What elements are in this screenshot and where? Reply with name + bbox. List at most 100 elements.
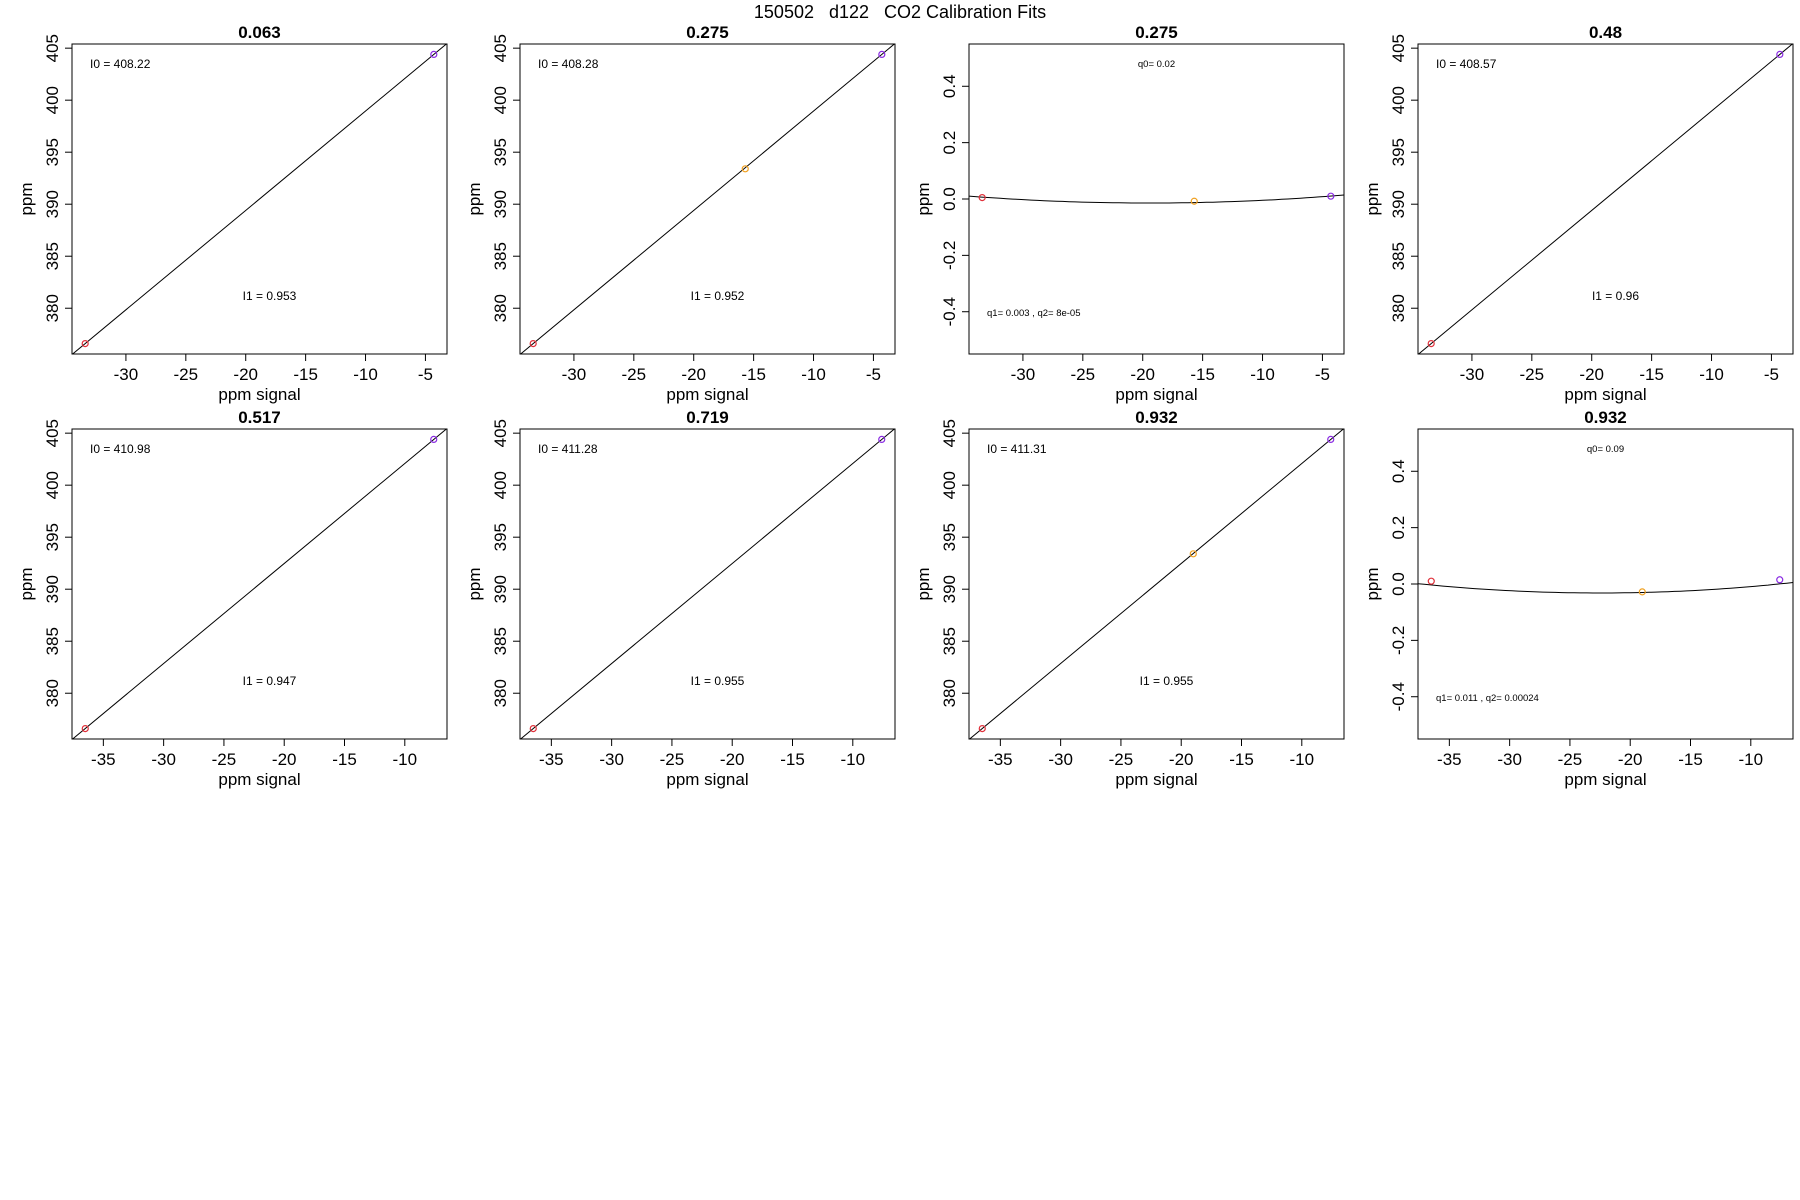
fit-curve <box>969 194 1344 204</box>
y-tick-label: 405 <box>43 419 62 447</box>
y-tick-label: 395 <box>940 523 959 551</box>
data-point <box>978 724 986 733</box>
annotation-slope: I1 = 0.953 <box>243 289 297 303</box>
data-point <box>1427 339 1435 348</box>
annotation-slope: I1 = 0.955 <box>691 674 745 688</box>
y-axis-label: ppm <box>465 182 484 215</box>
x-axis-label: ppm signal <box>1115 385 1197 404</box>
x-tick-label: -35 <box>988 750 1013 769</box>
y-tick-label: 405 <box>1389 34 1408 62</box>
y-tick-label: 400 <box>491 86 510 114</box>
annotation-intercept: I0 = 411.28 <box>538 442 598 456</box>
x-tick-label: -30 <box>1497 750 1522 769</box>
data-point <box>741 165 749 173</box>
chart-panel: 0.48 -30 -25 -20 -15 -10 -5 380 385 390 395 400 405 p… <box>1363 23 1794 404</box>
y-tick-label: -0.2 <box>1389 626 1408 655</box>
x-axis-label: ppm signal <box>666 385 748 404</box>
x-tick-label: -25 <box>1071 365 1096 384</box>
fit-line <box>72 429 447 739</box>
y-tick-label: 380 <box>43 294 62 322</box>
chart-title: 0.932 <box>1135 408 1178 427</box>
x-tick-label: -30 <box>1011 365 1036 384</box>
data-point <box>1189 550 1197 558</box>
data-point <box>430 50 438 59</box>
y-tick-label: 400 <box>940 471 959 499</box>
annotation-intercept: I0 = 411.31 <box>987 442 1047 456</box>
annotation-slope: I1 = 0.947 <box>243 674 297 688</box>
data-point <box>529 724 537 733</box>
data-point <box>81 724 89 733</box>
annotation-intercept: I0 = 408.57 <box>1436 57 1497 71</box>
x-tick-label: -10 <box>1739 750 1764 769</box>
y-tick-label: 390 <box>43 575 62 603</box>
chart-title: 0.719 <box>686 408 729 427</box>
y-tick-label: 0.4 <box>940 74 959 98</box>
plot-frame <box>71 43 448 355</box>
x-tick-label: -15 <box>741 365 766 384</box>
x-tick-label: -20 <box>272 750 297 769</box>
x-tick-label: -20 <box>233 365 258 384</box>
x-tick-label: -15 <box>1639 365 1664 384</box>
y-tick-label: 380 <box>43 679 62 707</box>
y-tick-label: 390 <box>940 575 959 603</box>
x-tick-label: -5 <box>1764 365 1779 384</box>
annotation-slope: I1 = 0.96 <box>1592 289 1639 303</box>
y-tick-label: 380 <box>491 294 510 322</box>
x-tick-label: -5 <box>418 365 433 384</box>
x-tick-label: -25 <box>174 365 199 384</box>
y-axis-label: ppm <box>465 567 484 600</box>
x-tick-label: -10 <box>801 365 826 384</box>
y-tick-label: 0.0 <box>1389 572 1408 596</box>
plot-frame <box>71 428 448 740</box>
fit-line <box>520 429 895 739</box>
x-tick-label: -15 <box>780 750 805 769</box>
y-tick-label: 400 <box>43 86 62 114</box>
data-point <box>1638 588 1646 596</box>
x-tick-label: -10 <box>841 750 866 769</box>
fit-line <box>969 429 1344 739</box>
chart-title: 0.275 <box>1135 23 1178 42</box>
y-tick-label: 0.4 <box>1389 459 1408 483</box>
y-tick-label: 380 <box>940 679 959 707</box>
chart-panel: 0.932 -35 -30 -25 -20 -15 -10 380 385 390 395 400 40… <box>914 408 1345 789</box>
y-tick-label: -0.4 <box>1389 682 1408 711</box>
x-axis-label: ppm signal <box>1115 770 1197 789</box>
annotation-q1-q2: q1= 0.011 , q2= 0.00024 <box>1436 693 1539 704</box>
y-tick-label: 385 <box>940 627 959 655</box>
x-axis-label: ppm signal <box>666 770 748 789</box>
y-tick-label: 385 <box>491 627 510 655</box>
x-tick-label: -5 <box>1315 365 1330 384</box>
data-point <box>81 339 89 348</box>
x-tick-label: -20 <box>1579 365 1604 384</box>
x-tick-label: -15 <box>1678 750 1703 769</box>
y-axis-label: ppm <box>1363 182 1382 215</box>
y-axis-label: ppm <box>17 182 36 215</box>
plot-frame <box>968 428 1345 740</box>
y-tick-label: -0.4 <box>940 297 959 326</box>
x-tick-label: -20 <box>1618 750 1643 769</box>
annotation-intercept: I0 = 408.28 <box>538 57 599 71</box>
y-tick-label: -0.2 <box>940 241 959 270</box>
chart-panel: 0.275 -30 -25 -20 -15 -10 -5 -0.4 -0.2 0.0 0.2 0.4 p… <box>914 23 1345 404</box>
x-tick-label: -30 <box>1048 750 1073 769</box>
fit-line <box>72 44 447 354</box>
y-axis-label: ppm <box>914 182 933 215</box>
chart-title: 0.275 <box>686 23 729 42</box>
data-point <box>1327 435 1335 444</box>
x-tick-label: -10 <box>1290 750 1315 769</box>
x-tick-label: -20 <box>1130 365 1155 384</box>
x-tick-label: -25 <box>660 750 685 769</box>
y-axis-label: ppm <box>1363 567 1382 600</box>
x-tick-label: -10 <box>1250 365 1275 384</box>
y-tick-label: 395 <box>43 138 62 166</box>
annotation-intercept: I0 = 408.22 <box>90 57 151 71</box>
x-tick-label: -15 <box>332 750 357 769</box>
y-tick-label: 380 <box>1389 294 1408 322</box>
x-tick-label: -30 <box>114 365 139 384</box>
x-tick-label: -30 <box>562 365 587 384</box>
x-tick-label: -15 <box>293 365 318 384</box>
x-tick-label: -25 <box>1520 365 1545 384</box>
y-tick-label: 395 <box>491 138 510 166</box>
x-tick-label: -30 <box>599 750 624 769</box>
y-tick-label: 405 <box>940 419 959 447</box>
